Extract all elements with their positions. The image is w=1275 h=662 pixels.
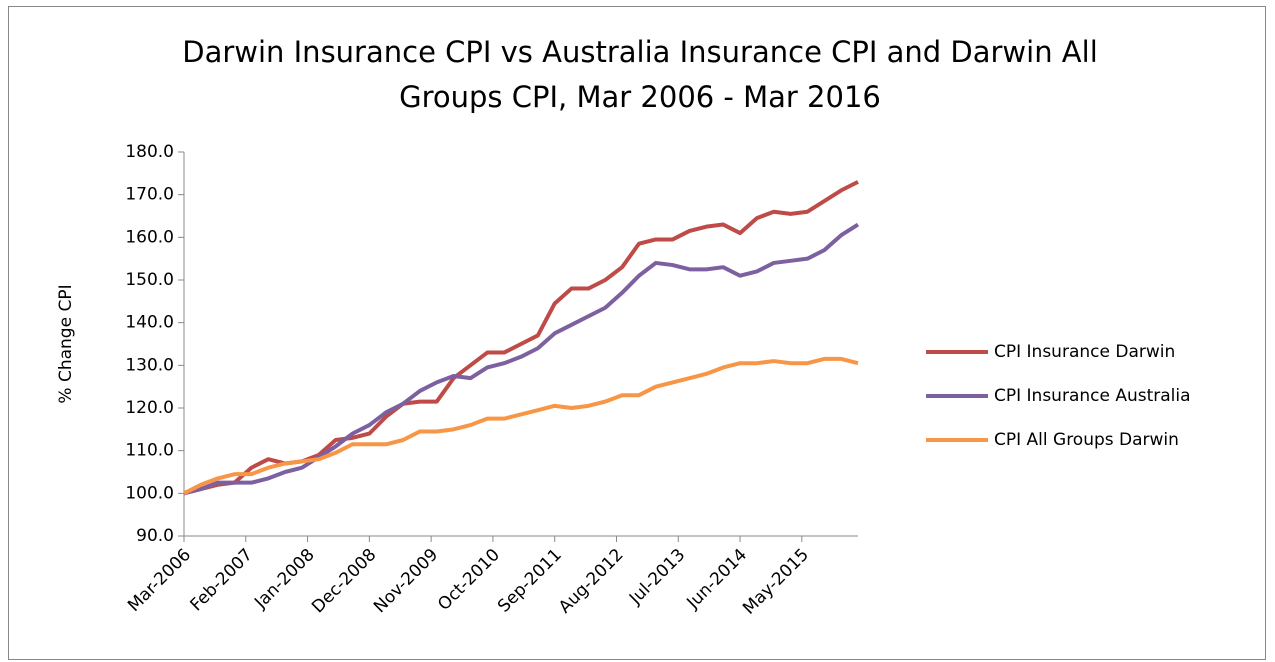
y-tick-label: 100.0 — [125, 483, 174, 503]
y-tick-label: 150.0 — [125, 270, 174, 290]
x-tick-label: May-2015 — [739, 545, 813, 619]
legend: CPI Insurance Darwin CPI Insurance Austra… — [926, 342, 1191, 450]
x-tick-label: Dec-2008 — [308, 545, 380, 617]
y-tick-label: 160.0 — [125, 227, 174, 247]
x-tick-label: Oct-2010 — [434, 545, 504, 615]
y-axis-label: % Change CPI — [56, 284, 76, 403]
series-line — [183, 222, 860, 496]
series-line — [183, 356, 859, 496]
y-tick-label: 110.0 — [125, 441, 174, 461]
x-tick-label: Aug-2012 — [555, 545, 628, 618]
legend-label: CPI Insurance Darwin — [994, 342, 1175, 362]
x-tick-label: Mar-2006 — [124, 545, 195, 616]
legend-label: CPI Insurance Australia — [994, 386, 1191, 406]
y-tick-label: 170.0 — [125, 185, 174, 205]
x-tick-label: Feb-2007 — [186, 545, 256, 615]
y-tick-label: 130.0 — [125, 355, 174, 375]
chart-frame — [8, 6, 1266, 660]
legend-label: CPI All Groups Darwin — [994, 430, 1179, 450]
y-tick-label: 180.0 — [125, 142, 174, 162]
y-tick-label: 120.0 — [125, 398, 174, 418]
y-tick-label: 90.0 — [136, 526, 174, 546]
x-tick-label: Sep-2011 — [494, 545, 566, 617]
x-tick-label: Nov-2009 — [370, 545, 442, 617]
x-tick-label: Jul-2013 — [625, 545, 689, 609]
y-tick-label: 140.0 — [125, 313, 174, 333]
series-line — [183, 180, 859, 496]
chart-title: Darwin Insurance CPI vs Australia Insura… — [182, 35, 1098, 114]
